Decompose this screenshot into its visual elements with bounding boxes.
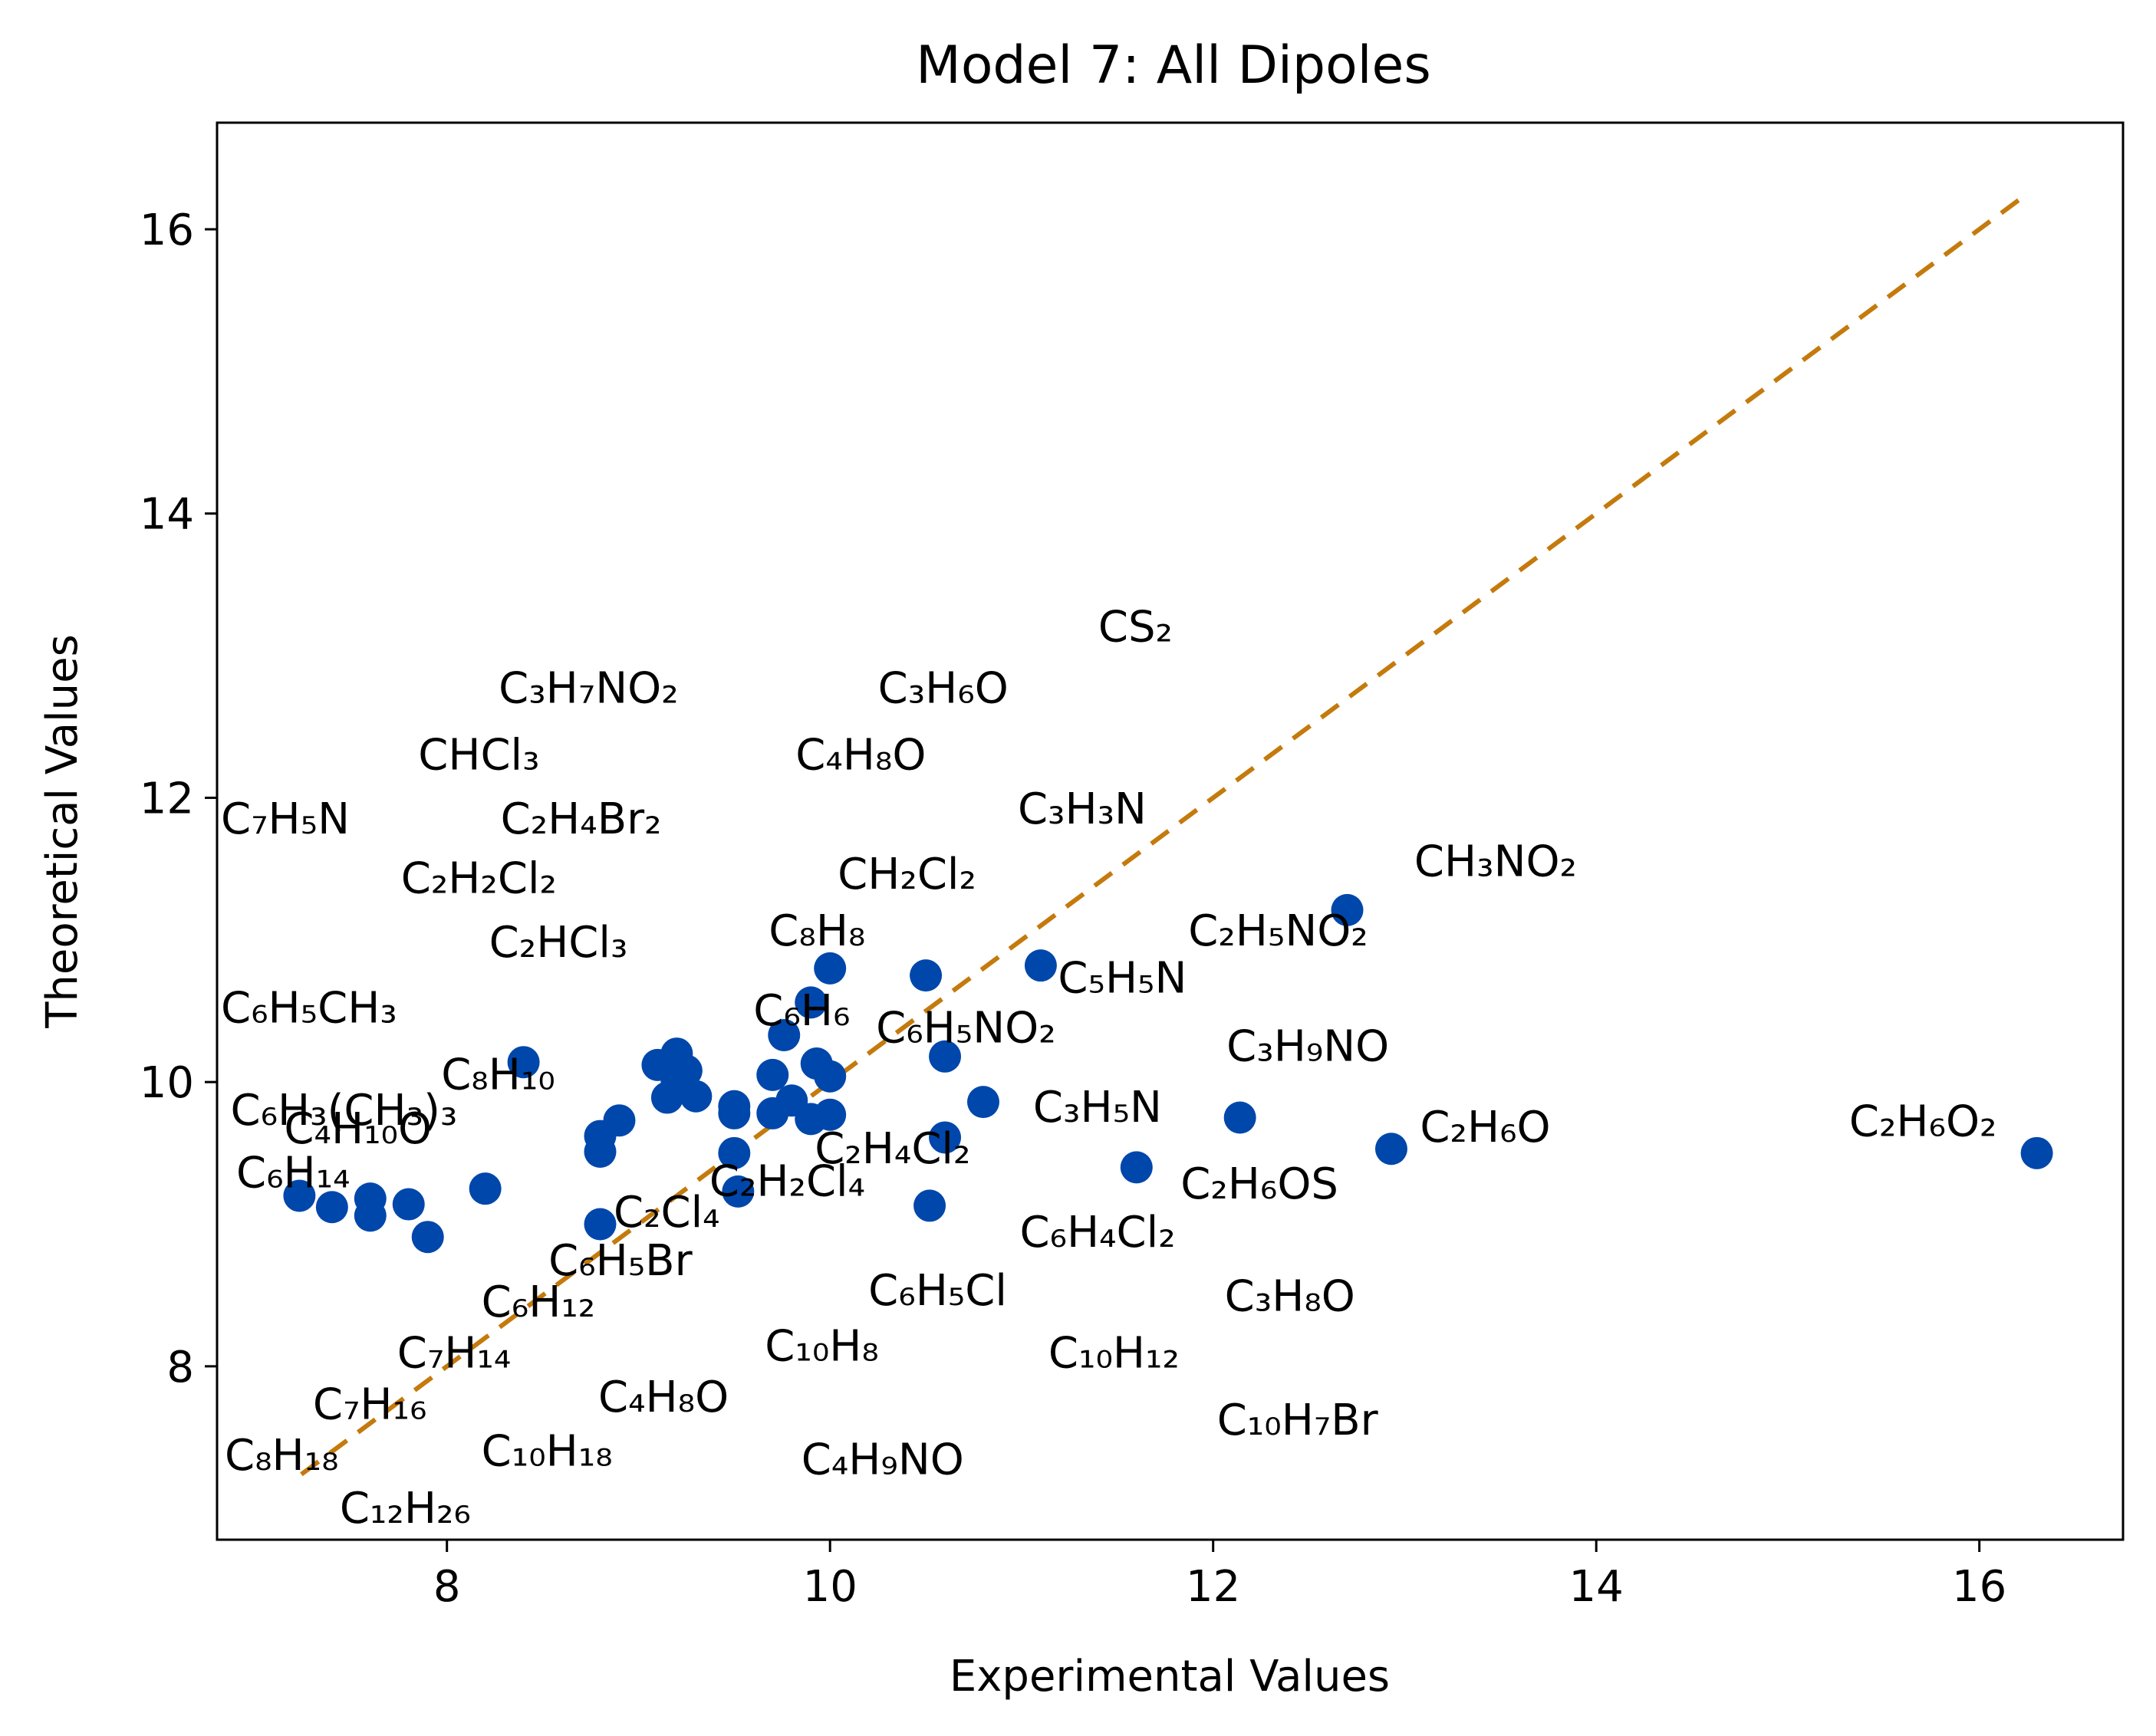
point-annotation: C₁₀H₁₈ xyxy=(482,1427,613,1477)
plot-frame xyxy=(216,121,2125,1541)
point-annotation: CH₂Cl₂ xyxy=(838,850,976,899)
point-annotation: C₆H₅NO₂ xyxy=(876,1003,1056,1053)
data-point xyxy=(603,1104,636,1137)
point-annotation: C₇H₅N xyxy=(221,794,350,844)
point-annotation: C₂HCl₃ xyxy=(489,918,628,968)
data-point xyxy=(670,1054,703,1087)
point-annotation: C₂H₂Cl₄ xyxy=(709,1156,865,1206)
point-annotation: C₄H₉NO xyxy=(802,1435,964,1485)
data-point xyxy=(718,1097,751,1129)
y-tick-label: 8 xyxy=(166,1343,194,1392)
point-annotation: C₆H₁₂ xyxy=(482,1277,596,1327)
data-point xyxy=(814,952,847,985)
point-annotation: C₂H₆O₂ xyxy=(1849,1097,1997,1147)
data-point xyxy=(507,1046,540,1079)
point-annotation: C₃H₃N xyxy=(1018,784,1147,834)
data-point xyxy=(680,1080,713,1113)
point-annotation: C₃H₆O xyxy=(878,663,1009,713)
y-tick-label: 12 xyxy=(140,774,194,824)
x-tick-label: 12 xyxy=(1186,1562,1240,1612)
point-annotation: CH₃NO₂ xyxy=(1414,837,1577,886)
data-point xyxy=(1120,1151,1153,1184)
data-point xyxy=(910,959,943,992)
point-annotation: C₁₀H₁₂ xyxy=(1048,1329,1180,1379)
point-annotation: C₇H₁₆ xyxy=(313,1379,427,1429)
point-annotation: C₁₂H₂₆ xyxy=(340,1484,471,1534)
point-annotation: C₃H₉NO xyxy=(1226,1021,1389,1071)
data-point xyxy=(392,1188,425,1221)
data-point xyxy=(283,1179,316,1212)
point-annotation: C₁₀H₇Br xyxy=(1217,1396,1379,1445)
point-annotation: CHCl₃ xyxy=(418,730,539,780)
point-annotation: C₂H₄Br₂ xyxy=(501,794,662,844)
point-annotation: C₃H₅N xyxy=(1033,1083,1162,1133)
data-point xyxy=(411,1221,444,1254)
point-annotation: C₆H₅Br xyxy=(548,1236,693,1286)
data-point xyxy=(718,1136,751,1169)
data-point xyxy=(913,1189,946,1222)
point-annotation: CS₂ xyxy=(1098,603,1173,653)
point-annotation: C₂H₅NO₂ xyxy=(1188,906,1368,956)
data-point xyxy=(768,1018,801,1051)
point-annotation: C₂H₆OS xyxy=(1180,1159,1338,1209)
point-annotation: C₆H₃(CH₃)₃ xyxy=(230,1086,457,1136)
point-annotation: C₆H₁₄ xyxy=(236,1148,351,1198)
x-axis-label: Experimental Values xyxy=(950,1652,1390,1701)
data-point xyxy=(1374,1133,1407,1166)
point-annotation: C₆H₆ xyxy=(753,986,850,1036)
data-point xyxy=(354,1199,387,1232)
chart-title: Model 7: All Dipoles xyxy=(916,35,1431,96)
data-point xyxy=(929,1121,962,1154)
data-point xyxy=(315,1191,348,1224)
x-tick-label: 14 xyxy=(1569,1562,1624,1612)
point-annotation: C₈H₈ xyxy=(769,906,865,956)
point-annotation: C₂H₆O xyxy=(1420,1103,1550,1152)
plot-area: CS₂ C₃H₇NO₂ C₃H₆O CHCl₃ C₄H₈O C₇H₅N C₂H₄Br₂ C₃H… xyxy=(221,192,2053,1534)
point-annotation: C₆H₅Cl xyxy=(868,1266,1007,1316)
data-point xyxy=(1024,949,1057,982)
data-point xyxy=(469,1172,502,1205)
data-point xyxy=(722,1175,755,1208)
x-tick-label: 16 xyxy=(1952,1562,2006,1612)
x-tick-label: 10 xyxy=(803,1562,857,1612)
point-annotation: C₄H₈O xyxy=(795,730,926,780)
point-annotation: C₆H₅CH₃ xyxy=(221,983,397,1033)
point-annotation: C₄H₈O xyxy=(598,1373,729,1422)
y-axis-label: Theoretical Values xyxy=(38,634,87,1029)
data-point xyxy=(756,1058,789,1091)
y-tick-label: 14 xyxy=(140,490,194,540)
axes: 8 10 12 14 16 8 10 12 14 16 xyxy=(140,205,2007,1612)
point-annotation: C₄H₁₀O xyxy=(284,1104,432,1154)
x-tick-label: 8 xyxy=(433,1562,461,1612)
data-point xyxy=(814,1060,847,1093)
point-annotation: C₅H₅N xyxy=(1058,953,1187,1003)
data-point xyxy=(814,1098,847,1131)
data-point xyxy=(2020,1136,2053,1169)
point-annotation: C₈H₁₀ xyxy=(441,1050,555,1100)
data-point xyxy=(966,1086,999,1119)
point-annotation: C₃H₈O xyxy=(1225,1272,1355,1322)
point-annotation: C₁₀H₈ xyxy=(765,1321,879,1371)
point-annotation: C₇H₁₄ xyxy=(397,1329,512,1379)
point-annotation: C₂H₄Cl₂ xyxy=(815,1124,970,1174)
point-annotation: C₂Cl₄ xyxy=(614,1188,720,1238)
point-annotation: C₂H₂Cl₂ xyxy=(401,854,557,904)
data-point xyxy=(929,1040,962,1073)
data-point xyxy=(1331,893,1364,926)
data-point xyxy=(584,1135,617,1168)
reference-line xyxy=(300,192,2029,1477)
data-point xyxy=(795,986,828,1019)
point-annotation: C₃H₇NO₂ xyxy=(499,663,679,713)
point-annotation: C₆H₄Cl₂ xyxy=(1019,1208,1175,1258)
point-annotation: C₈H₁₈ xyxy=(225,1431,339,1481)
data-point xyxy=(1223,1101,1256,1134)
y-tick-label: 16 xyxy=(140,205,194,255)
y-tick-label: 10 xyxy=(140,1058,194,1108)
data-point xyxy=(584,1208,617,1241)
